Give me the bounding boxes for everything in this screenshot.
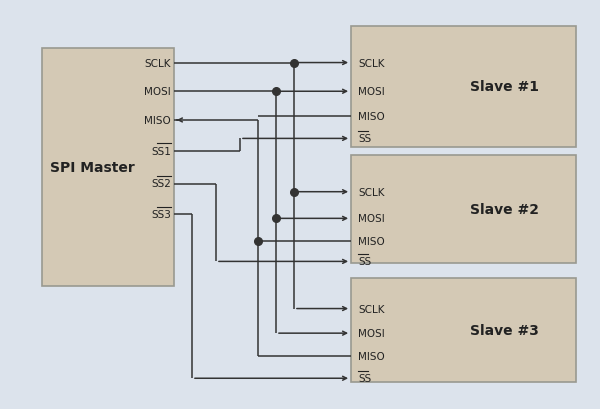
Text: MISO: MISO [358,236,385,246]
Text: SCLK: SCLK [145,58,171,68]
Text: MOSI: MOSI [144,87,171,97]
Text: MOSI: MOSI [358,214,385,224]
Bar [351,278,576,382]
Bar [42,49,174,286]
Text: Slave #3: Slave #3 [470,323,538,337]
Text: MOSI: MOSI [358,328,385,338]
Text: SS3: SS3 [151,210,171,220]
Text: SCLK: SCLK [358,304,385,314]
Text: SS: SS [358,373,371,383]
Text: MISO: MISO [358,112,385,121]
Text: Slave #1: Slave #1 [470,80,539,94]
Text: SS2: SS2 [151,179,171,189]
Text: SPI Master: SPI Master [50,161,134,175]
Text: SS: SS [358,134,371,144]
Bar [351,27,576,147]
Text: SS1: SS1 [151,146,171,156]
Text: SCLK: SCLK [358,187,385,197]
Text: MISO: MISO [144,116,171,126]
Text: Slave #2: Slave #2 [470,202,539,217]
Text: MISO: MISO [358,351,385,361]
Bar [351,155,576,264]
Text: MOSI: MOSI [358,87,385,97]
Text: SCLK: SCLK [358,58,385,68]
Text: SS: SS [358,257,371,267]
